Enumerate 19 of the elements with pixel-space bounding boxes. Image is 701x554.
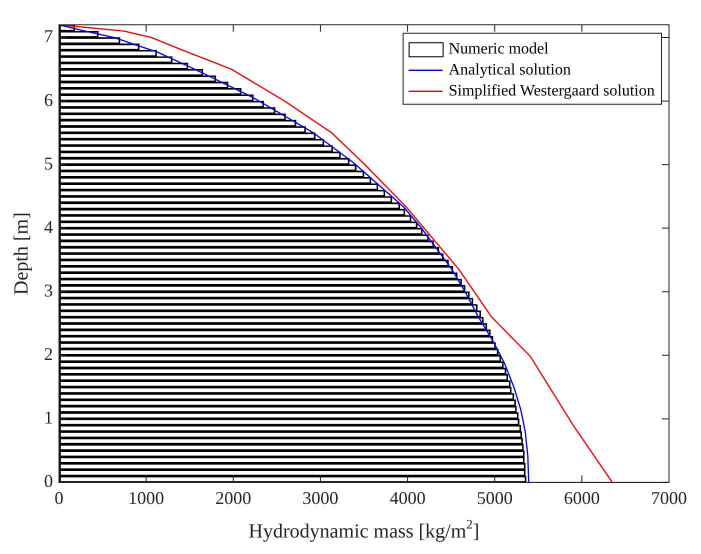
x-tick-label: 2000 — [215, 488, 252, 508]
y-tick-label: 4 — [44, 216, 53, 237]
legend-label: Numeric model — [448, 40, 550, 58]
x-tick-label: 5000 — [476, 488, 513, 508]
y-tick-label: 6 — [44, 90, 53, 110]
x-tick-label: 1000 — [128, 488, 164, 508]
y-tick-label: 0 — [44, 471, 53, 492]
legend-label: Simplified Westergaard solution — [448, 82, 655, 100]
y-tick-label: 7 — [44, 26, 53, 46]
legend-label: Analytical solution — [448, 62, 571, 79]
x-tick-label: 6000 — [564, 488, 600, 508]
y-tick-label: 3 — [44, 280, 53, 300]
y-tick-label: 5 — [44, 153, 53, 174]
y-tick-label: 2 — [44, 344, 53, 364]
y-tick-label: 1 — [44, 408, 53, 428]
y-axis-title: Depth [m] — [10, 212, 32, 295]
x-tick-label: 4000 — [390, 488, 426, 508]
x-tick-label: 3000 — [302, 488, 338, 508]
x-tick-label: 7000 — [651, 488, 687, 508]
